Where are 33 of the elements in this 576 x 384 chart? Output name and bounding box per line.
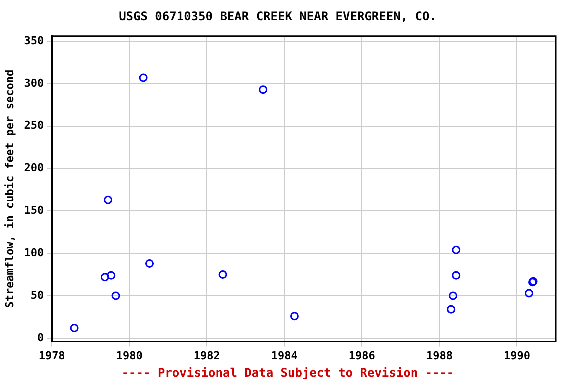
y-tick-label: 150 [24, 204, 44, 218]
chart-title: USGS 06710350 BEAR CREEK NEAR EVERGREEN, CO. [119, 9, 437, 24]
point [447, 305, 456, 314]
x-tick-label: 1980 [116, 349, 143, 362]
y-tick-label: 300 [24, 76, 44, 90]
point [290, 312, 299, 321]
point [107, 271, 116, 280]
x-tick-label: 1988 [426, 349, 453, 362]
point [452, 246, 461, 254]
point [139, 74, 148, 82]
point [449, 292, 458, 300]
point [218, 270, 228, 280]
x-tick-label: 1986 [348, 349, 376, 362]
point [104, 196, 113, 204]
y-tick-label: 100 [24, 246, 44, 260]
x-tick-label: 1990 [504, 349, 530, 362]
point [452, 271, 461, 280]
point [525, 289, 534, 298]
y-tick-label: 350 [24, 34, 44, 48]
y-axis-title: Streamflow, in cubic feet per second [3, 70, 16, 308]
x-tick-label: 1978 [38, 349, 66, 362]
point [70, 324, 79, 332]
point [100, 273, 110, 282]
y-tick-label: 50 [30, 288, 44, 302]
y-tick-label: 250 [24, 119, 44, 132]
point [146, 260, 154, 268]
y-tick-label: 200 [24, 162, 44, 175]
x-tick-label: 1984 [271, 349, 298, 362]
text: ---- Provisional Data Subject to Revision ---- [120, 366, 456, 380]
x-tick-label: 1982 [194, 349, 220, 362]
y-tick-label: 0 [37, 331, 44, 344]
point [112, 292, 120, 300]
point [259, 86, 268, 94]
